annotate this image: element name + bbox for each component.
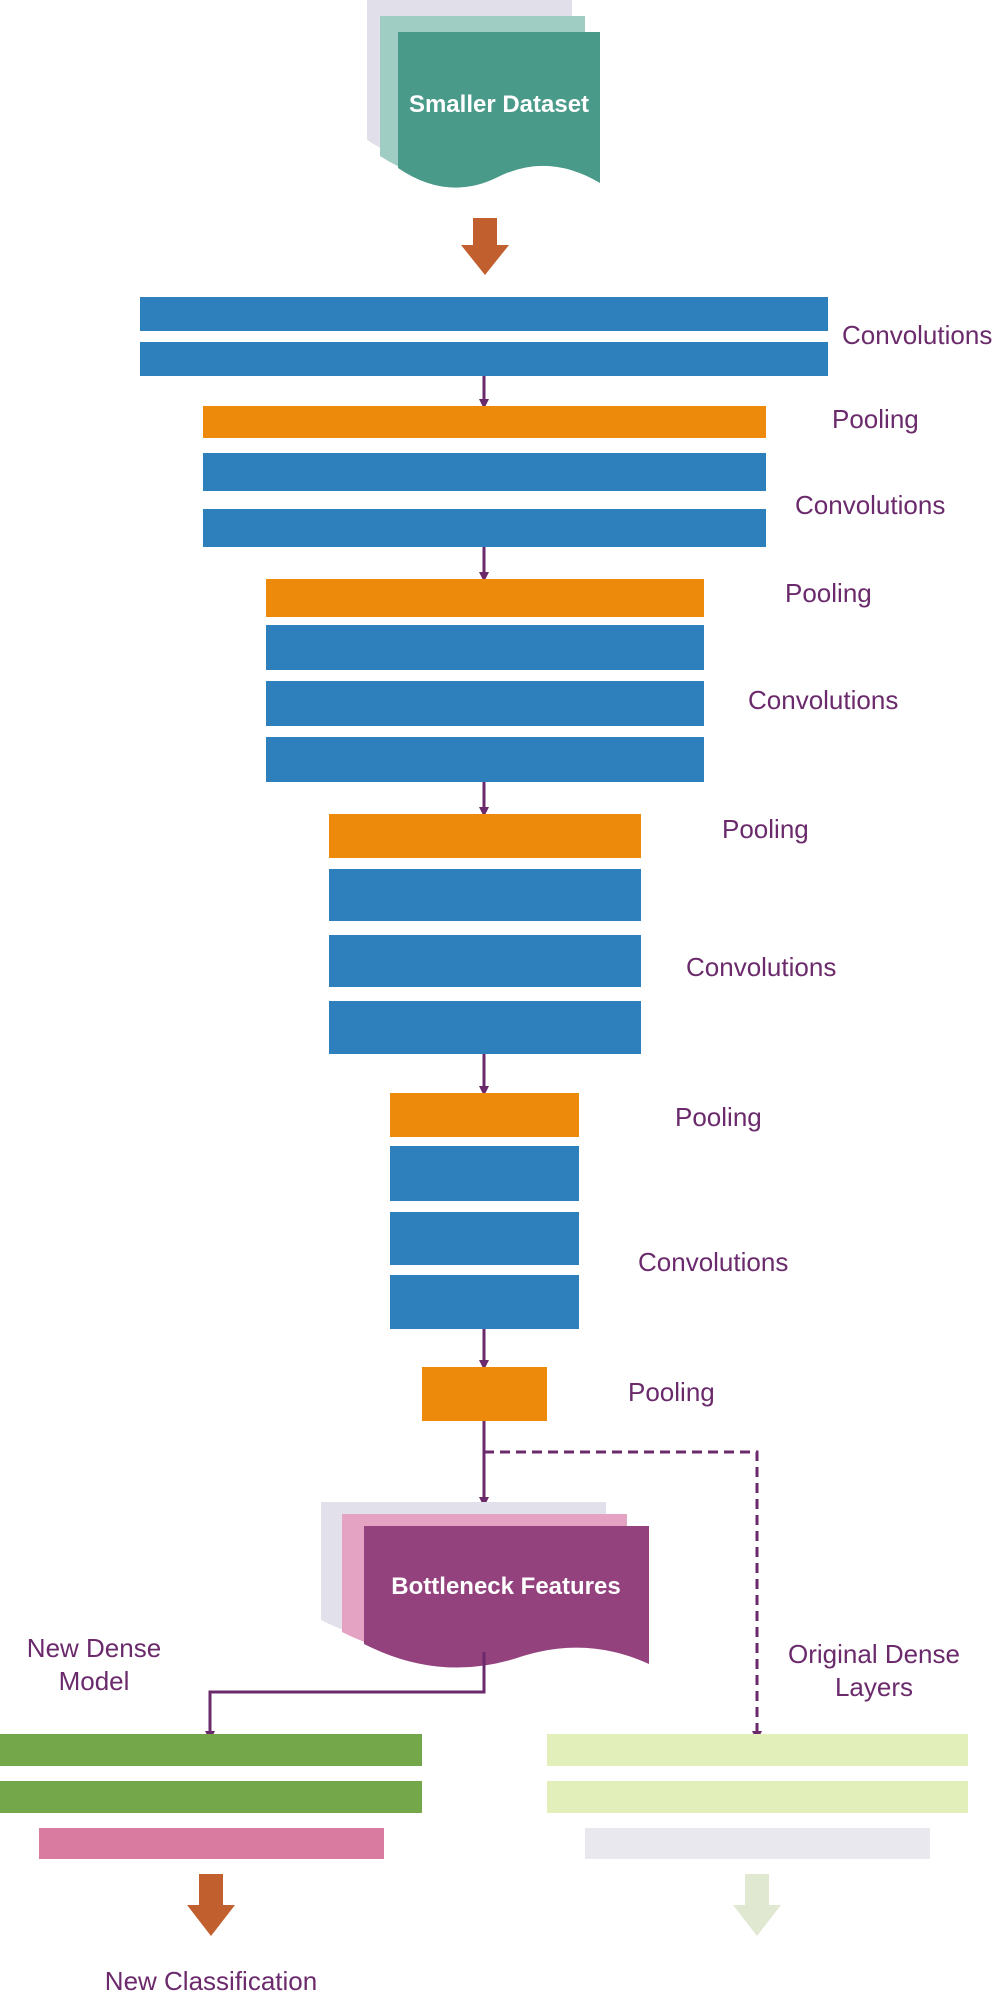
- conv-layer: [266, 625, 704, 670]
- conv-layer: [329, 869, 641, 921]
- original-output-arrow-icon: [733, 1874, 781, 1936]
- original-branch-dashed-arrow: [484, 1450, 762, 1741]
- conv-layer: [329, 1001, 641, 1054]
- pool-layer: [203, 406, 766, 438]
- original-dense-layers: [547, 1734, 968, 1936]
- stage-1: Convolutions: [140, 297, 992, 376]
- new-classification-label: New Classification: [105, 1966, 317, 1992]
- conv-layer: [390, 1146, 579, 1201]
- pool-layer: [422, 1367, 547, 1421]
- conv-label-5: Convolutions: [638, 1247, 788, 1277]
- conv-layer: [266, 737, 704, 782]
- new-branch-arrow: [205, 1652, 486, 1741]
- bottleneck-label: Bottleneck Features: [391, 1573, 620, 1600]
- conv-label-4: Convolutions: [686, 952, 836, 982]
- pool-label-2: Pooling: [785, 578, 872, 608]
- stage-5: Pooling Convolutions: [390, 1093, 788, 1329]
- stage-4: Pooling Convolutions: [329, 814, 836, 1054]
- pool-label-3: Pooling: [722, 814, 809, 844]
- conv-layer: [390, 1275, 579, 1329]
- bottleneck-page-front: [364, 1526, 649, 1668]
- pool-layer: [390, 1093, 579, 1137]
- output-layer: [39, 1828, 384, 1859]
- dataset-label: Smaller Dataset: [409, 91, 589, 118]
- stage-3: Pooling Convolutions: [266, 578, 898, 782]
- new-dense-label-line1: New Dense: [27, 1633, 161, 1663]
- conv-layer: [266, 681, 704, 726]
- new-dense-label-line2: Model: [59, 1666, 130, 1696]
- conv-layer: [203, 453, 766, 491]
- conv-layer: [140, 342, 828, 376]
- original-dense-label-line2: Layers: [835, 1672, 913, 1702]
- dataset-page-front: [398, 32, 600, 188]
- output-layer: [585, 1828, 930, 1859]
- conv-label-1: Convolutions: [842, 320, 992, 350]
- conv-label-2: Convolutions: [795, 490, 945, 520]
- final-pooling: Pooling: [422, 1367, 715, 1421]
- conv-layer: [140, 297, 828, 331]
- stage-2: Pooling Convolutions: [203, 404, 945, 547]
- conv-layer: [390, 1212, 579, 1265]
- original-dense-label-line1: Original Dense: [788, 1639, 960, 1669]
- pool-label-1: Pooling: [832, 404, 919, 434]
- pool-layer: [329, 814, 641, 858]
- dense-layer: [0, 1781, 422, 1813]
- conv-label-3: Convolutions: [748, 685, 898, 715]
- conv-layer: [329, 935, 641, 987]
- pool-label-5: Pooling: [628, 1377, 715, 1407]
- input-arrow-icon: [461, 218, 509, 275]
- pool-label-4: Pooling: [675, 1102, 762, 1132]
- dataset-document-stack: Smaller Dataset: [367, 0, 600, 188]
- new-output-arrow-icon: [187, 1874, 235, 1936]
- pool-layer: [266, 579, 704, 617]
- bottleneck-document-stack: Bottleneck Features: [321, 1502, 649, 1668]
- conv-layer: [203, 509, 766, 547]
- dense-layer: [0, 1734, 422, 1766]
- dense-layer: [547, 1734, 968, 1766]
- dense-layer: [547, 1781, 968, 1813]
- new-dense-model: [0, 1734, 422, 1936]
